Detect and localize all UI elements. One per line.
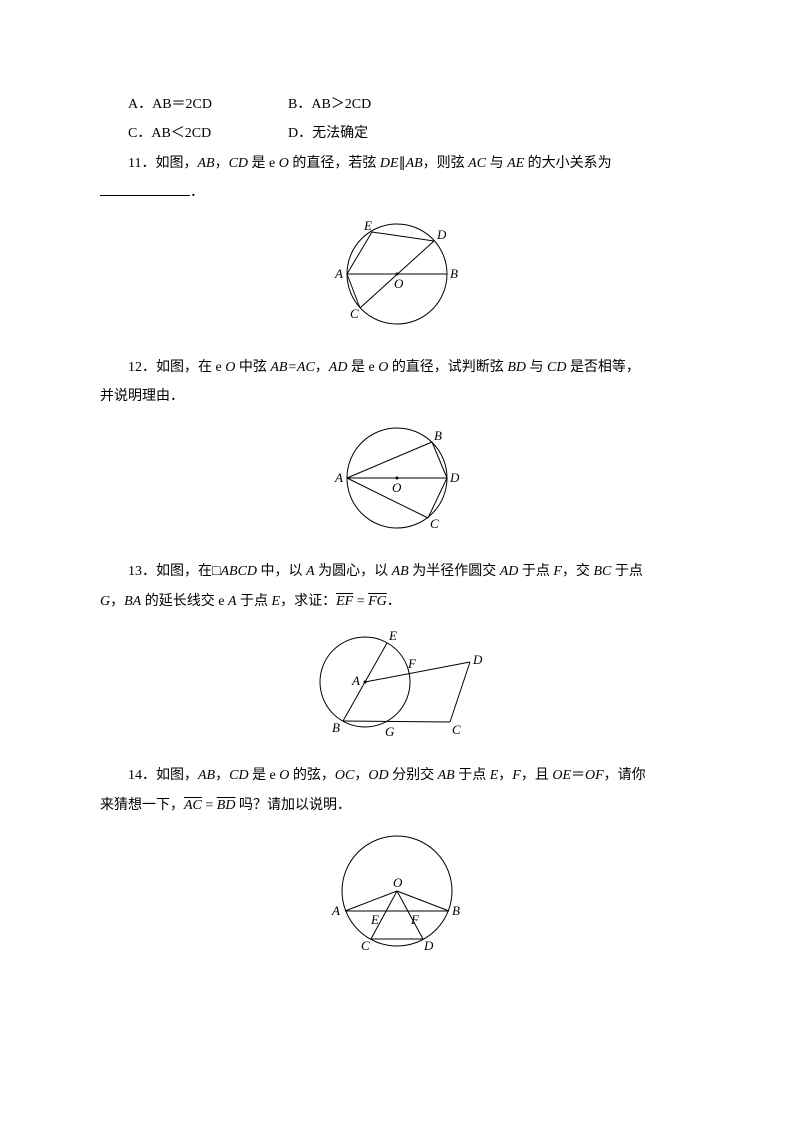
q10-row2: C．AB＜2CD D．无法确定 [100, 119, 694, 148]
fig14-D: D [423, 938, 434, 953]
fig12-C: C [430, 516, 439, 531]
opt-b: B．AB＞2CD [260, 90, 440, 119]
fig12-bd [432, 442, 447, 478]
answer-blank [100, 182, 190, 196]
fig14-F: F [410, 912, 420, 927]
arc-ac: AC [184, 798, 202, 813]
fig12-D: D [449, 470, 460, 485]
arc-fg: FG [368, 594, 387, 609]
arc-ef: EF [336, 594, 353, 609]
opt-c-text: C．AB＜2CD [128, 126, 211, 141]
fig11-svg: E D A O B C [322, 214, 472, 334]
fig11-A: A [334, 266, 343, 281]
fig11-D: D [436, 227, 447, 242]
q14-line2: 来猜想一下，AC = BD 吗？请加以说明． [100, 791, 694, 820]
opt-c: C．AB＜2CD [100, 119, 260, 148]
fig13-G: G [385, 724, 395, 739]
q14-line1: 14．如图，AB，CD 是 e O 的弦，OC，OD 分别交 AB 于点 E，F… [100, 761, 694, 790]
fig11-B: B [450, 266, 458, 281]
arc-bd: BD [217, 798, 236, 813]
fig13-svg: A B C D E F G [305, 622, 490, 742]
fig14-od [397, 891, 423, 939]
fig13-bc [343, 721, 450, 722]
fig14-oa [345, 891, 397, 911]
fig12-B: B [434, 428, 442, 443]
fig13-E: E [388, 628, 397, 643]
fig14-C: C [361, 938, 370, 953]
q10-row1: A．AB＝2CD B．AB＞2CD [100, 90, 694, 119]
q11-ab: AB [197, 156, 214, 171]
fig13-B: B [332, 720, 340, 735]
fig12-ab [347, 442, 432, 478]
q11-pre: 11．如图， [128, 156, 197, 171]
figure-13: A B C D E F G [100, 622, 694, 753]
figure-11: E D A O B C [100, 214, 694, 345]
fig13-dc [450, 662, 470, 722]
fig11-C: C [350, 306, 359, 321]
q11-line2: ． [100, 178, 694, 207]
fig14-O: O [393, 875, 403, 890]
q13-line2: G，BA 的延长线交 e A 于点 E，求证：EF = FG． [100, 587, 694, 616]
fig11-ed [372, 232, 434, 241]
fig13-ad [365, 662, 470, 682]
fig14-A: A [331, 903, 340, 918]
fig13-D: D [472, 652, 483, 667]
fig11-O: O [394, 276, 404, 291]
q13-line1: 13．如图，在□ABCD 中，以 A 为圆心，以 AB 为半径作圆交 AD 于点… [100, 557, 694, 586]
opt-d: D．无法确定 [260, 119, 440, 148]
figure-14: O A B C D E F [100, 826, 694, 972]
fig12-svg: A B C D O [322, 418, 472, 538]
opt-d-text: D．无法确定 [288, 126, 368, 141]
fig13-F: F [407, 656, 417, 671]
q12-line2: 并说明理由． [100, 382, 694, 411]
q11-line1: 11．如图，AB，CD 是 e O 的直径，若弦 DE∥AB，则弦 AC 与 A… [100, 149, 694, 178]
fig14-E: E [370, 912, 379, 927]
q11-cd: CD [229, 156, 248, 171]
fig13-A: A [351, 673, 360, 688]
fig14-B: B [452, 903, 460, 918]
figure-12: A B C D O [100, 418, 694, 549]
opt-a: A．AB＝2CD [100, 90, 260, 119]
fig12-O: O [392, 480, 402, 495]
opt-b-text: B．AB＞2CD [288, 97, 371, 112]
fig14-svg: O A B C D E F [317, 826, 477, 961]
opt-a-text: A．AB＝2CD [128, 97, 212, 112]
fig14-ob [397, 891, 449, 911]
q12-line1: 12．如图，在 e O 中弦 AB=AC，AD 是 e O 的直径，试判断弦 B… [100, 353, 694, 382]
fig11-ae [347, 232, 372, 274]
fig11-ac [347, 274, 360, 308]
fig12-ac [347, 478, 428, 518]
fig12-A: A [334, 470, 343, 485]
fig13-C: C [452, 722, 461, 737]
fig11-E: E [363, 218, 372, 233]
fig12-cd [428, 478, 447, 518]
